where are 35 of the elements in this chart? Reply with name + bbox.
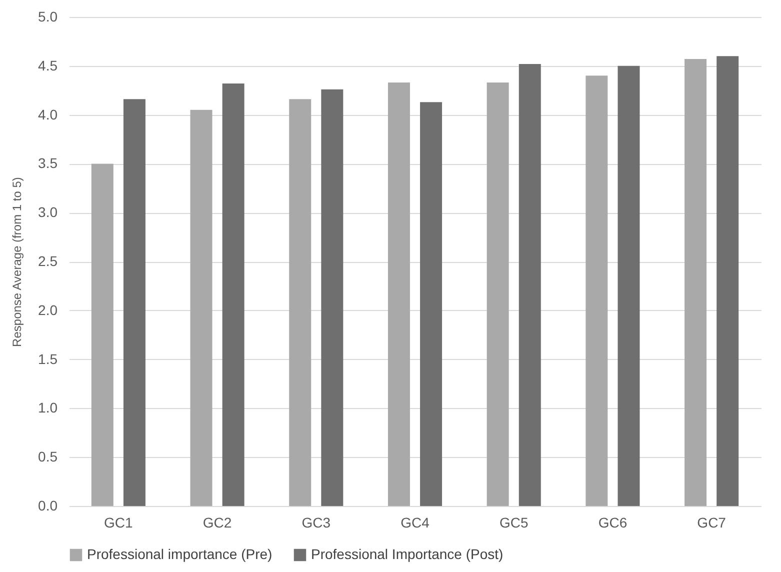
x-tick-label: GC1 — [104, 514, 134, 530]
bar — [486, 82, 509, 506]
bar — [91, 164, 114, 506]
y-tick-label: 3.5 — [38, 155, 58, 172]
x-tick-label: GC7 — [697, 514, 726, 530]
x-tick-label: GC6 — [598, 514, 628, 530]
bar — [518, 64, 541, 506]
y-tick-label: 2.5 — [38, 253, 58, 269]
bar — [618, 66, 640, 506]
y-axis-title: Response Average (from 1 to 5) — [10, 177, 24, 347]
y-tick-label: 2.0 — [38, 302, 58, 318]
y-tick-label: 1.5 — [38, 350, 58, 367]
x-tick-label: GC5 — [499, 514, 528, 530]
x-tick-label: GC3 — [302, 514, 331, 530]
legend-label: Professional Importance (Post) — [311, 546, 504, 562]
y-tick-label: 1.0 — [38, 400, 58, 416]
bar — [321, 89, 344, 506]
legend-label: Professional importance (Pre) — [87, 546, 272, 562]
y-tick-label: 4.5 — [38, 57, 58, 74]
y-tick-label: 5.0 — [38, 8, 58, 24]
bar — [222, 84, 244, 506]
bar — [684, 59, 707, 506]
bar — [123, 99, 146, 506]
bar — [289, 99, 312, 506]
bar — [420, 102, 442, 506]
x-tick-label: GC2 — [202, 514, 232, 530]
y-tick-label: 4.0 — [38, 106, 58, 122]
bar — [388, 82, 410, 506]
y-tick-label: 0.5 — [38, 448, 58, 465]
bar — [716, 56, 739, 506]
y-tick-label: 3.0 — [38, 204, 58, 220]
bar — [586, 76, 608, 506]
bar — [190, 110, 212, 506]
x-tick-label: GC4 — [400, 514, 430, 530]
y-tick-label: 0.0 — [38, 498, 58, 514]
